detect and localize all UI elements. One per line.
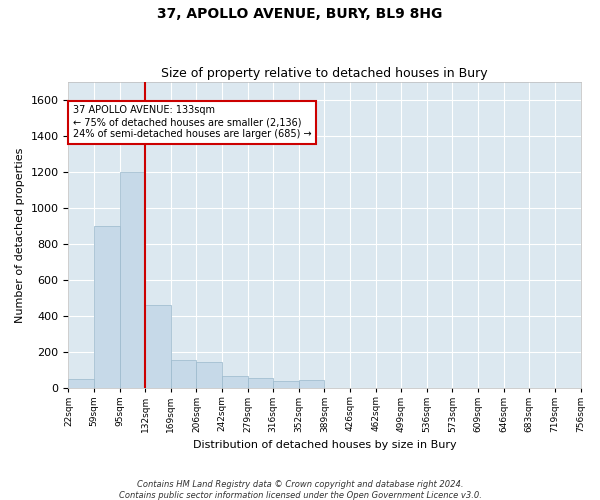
Bar [222, 376, 248, 388]
Bar [248, 378, 273, 388]
Bar [171, 360, 196, 388]
Bar [119, 172, 145, 388]
Bar [273, 381, 299, 388]
Bar [196, 362, 222, 388]
Bar [68, 380, 94, 388]
Bar [145, 306, 171, 388]
Text: Contains HM Land Registry data © Crown copyright and database right 2024.
Contai: Contains HM Land Registry data © Crown c… [119, 480, 481, 500]
Bar [299, 380, 325, 388]
Text: 37 APOLLO AVENUE: 133sqm
← 75% of detached houses are smaller (2,136)
24% of sem: 37 APOLLO AVENUE: 133sqm ← 75% of detach… [73, 106, 311, 138]
Y-axis label: Number of detached properties: Number of detached properties [15, 148, 25, 323]
Title: Size of property relative to detached houses in Bury: Size of property relative to detached ho… [161, 66, 488, 80]
X-axis label: Distribution of detached houses by size in Bury: Distribution of detached houses by size … [193, 440, 456, 450]
Text: 37, APOLLO AVENUE, BURY, BL9 8HG: 37, APOLLO AVENUE, BURY, BL9 8HG [157, 8, 443, 22]
Bar [94, 226, 119, 388]
